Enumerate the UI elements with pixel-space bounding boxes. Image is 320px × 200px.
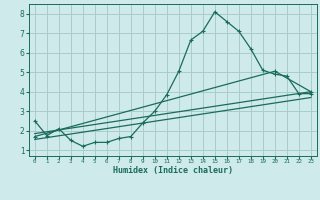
X-axis label: Humidex (Indice chaleur): Humidex (Indice chaleur) [113, 166, 233, 175]
